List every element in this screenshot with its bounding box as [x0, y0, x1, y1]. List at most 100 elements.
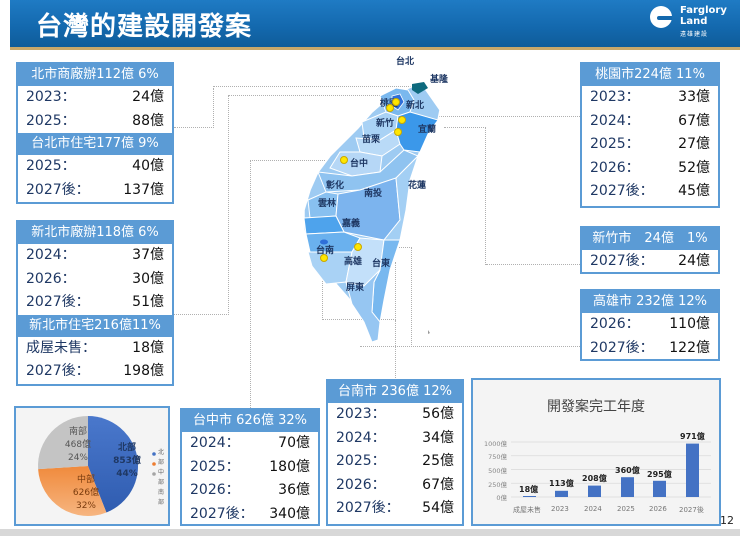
- connector-line: [400, 116, 580, 118]
- amount-value: 110億: [669, 316, 710, 332]
- connector-line: [322, 262, 396, 320]
- map-label-taitung: 台東: [372, 259, 391, 269]
- map-label-yilan: 宜蘭: [418, 125, 437, 135]
- location-dot-hsinchu: [394, 128, 402, 136]
- kaohsiung-box: 高雄市 232億 12% 2026： 110億 2027後： 122億: [580, 289, 720, 361]
- logo-text-2: Land: [680, 16, 708, 27]
- list-item: 2027後： 45億: [582, 180, 718, 204]
- amount-value: 27億: [678, 136, 710, 152]
- connector-line: [411, 346, 580, 348]
- box-title: 新竹市 24億 1%: [582, 228, 718, 250]
- year-label: 2026：: [336, 476, 386, 493]
- year-label: 2025：: [26, 158, 76, 174]
- bar-chart-graphic: [511, 441, 711, 498]
- pie-label-north: 北部 853億 44%: [113, 443, 141, 479]
- year-label: 2027後：: [26, 363, 90, 379]
- map-label-taichung: 台中: [350, 159, 369, 169]
- amount-value: 40億: [132, 158, 164, 174]
- box-title: 新北市廠辦118億 6%: [18, 222, 172, 244]
- brand-logo: Farglory Land 遠雄建設: [650, 4, 740, 46]
- map-label-newtaipei: 新北: [406, 101, 425, 111]
- map-label-pingtung: 屏東: [346, 283, 365, 293]
- x-axis-labels: 成屋未售 2023 2024 2025 2026 2027後: [513, 505, 704, 514]
- map-label-nantou: 南投: [364, 189, 383, 199]
- year-label: 2025：: [26, 112, 76, 129]
- amount-value: 67億: [422, 476, 454, 493]
- tainan-box: 台南市 236億 12% 2023： 56億 2024： 34億 2025： 25億 …: [326, 379, 464, 526]
- amount-value: 34億: [422, 429, 454, 446]
- taiwan-map-icon: [303, 82, 441, 343]
- amount-value: 88億: [132, 112, 164, 129]
- map-label-chiayi: 嘉義: [342, 219, 361, 229]
- year-label: 2024：: [26, 247, 76, 263]
- taichung-box: 台中市 626億 32% 2024： 70億 2025： 180億 2026： 36億…: [180, 408, 320, 526]
- map-label-tainan: 台南: [316, 246, 335, 256]
- connector-line: [444, 127, 486, 265]
- farglory-logo-icon: [650, 6, 672, 28]
- connector-line: [213, 86, 413, 88]
- list-item: 2023： 33億: [582, 86, 718, 110]
- amount-value: 70億: [278, 435, 310, 451]
- amount-value: 25億: [422, 453, 454, 469]
- amount-value: 18億: [132, 339, 164, 356]
- box-title: 高雄市 232億 12%: [582, 291, 718, 313]
- year-label: 2027後：: [590, 253, 654, 269]
- year-label: 2027後：: [590, 339, 654, 356]
- amount-value: 340億: [269, 505, 310, 522]
- year-label: 2027後：: [26, 294, 90, 310]
- year-label: 2025：: [190, 458, 240, 475]
- box-title: 桃園市224億 11%: [582, 64, 718, 86]
- year-label: 2027後：: [590, 183, 654, 199]
- amount-value: 56億: [422, 406, 454, 422]
- bottom-bar: [0, 529, 740, 536]
- connector-line: [486, 264, 580, 266]
- list-item: 2025： 25億: [328, 450, 462, 474]
- year-label: 2023：: [590, 89, 640, 105]
- location-dot-taipei: [392, 98, 400, 106]
- year-label: 2027後：: [336, 500, 400, 516]
- map-label-miaoli: 苗栗: [362, 135, 381, 145]
- location-dot-tainan: [320, 254, 328, 262]
- pie-label-central: 中部 626億 32%: [72, 475, 100, 511]
- chart-title: 開發案完工年度: [547, 399, 645, 415]
- list-item: 2025： 180億: [182, 456, 318, 480]
- list-item: 2024： 37億: [18, 244, 172, 268]
- list-item: 2026： 110億: [582, 313, 718, 337]
- list-item: 2025： 40億: [18, 155, 172, 179]
- map-label-changhua: 彰化: [326, 181, 345, 191]
- connector-line: [174, 88, 214, 128]
- amount-value: 45億: [678, 183, 710, 199]
- logo-text-3: 遠雄建設: [680, 31, 709, 38]
- y-axis-ticks: 1000億 750億 500億 250億 0億: [483, 440, 507, 502]
- year-label: 2026：: [26, 270, 76, 287]
- taiwan-map: 台北 基隆 桃園 新北 新竹 宜蘭 苗栗 台中 彰化 南投 花蓮 雲林 嘉義 台…: [300, 57, 450, 360]
- box-title: 台北市住宅177億 9%: [18, 133, 172, 155]
- pie-chart-graphic: [38, 416, 156, 517]
- year-label: 2025：: [336, 453, 386, 469]
- list-item: 2027後： 24億: [582, 250, 718, 274]
- location-dot-newtaipei: [386, 104, 394, 112]
- amount-value: 24億: [132, 89, 164, 105]
- map-label-yunlin: 雲林: [318, 199, 337, 209]
- amount-value: 122億: [669, 339, 710, 356]
- header-bar: 台灣的建設開發案 Farglory Land 遠雄建設: [10, 0, 740, 50]
- list-item: 2025： 88億: [18, 110, 172, 134]
- box-title: 台中市 626億 32%: [182, 410, 318, 432]
- list-item: 2027後： 340億: [182, 503, 318, 527]
- list-item: 2027後： 198億: [18, 360, 172, 384]
- year-label: 2025：: [590, 136, 640, 152]
- year-label: 2024：: [336, 429, 386, 446]
- year-label: 2027後：: [190, 505, 254, 522]
- map-label-kaohsiung: 高雄: [344, 257, 363, 267]
- bar-data-labels: 18億 113億 208億 360億 295億 971億: [519, 432, 705, 494]
- year-label: 2023：: [336, 406, 386, 422]
- amount-value: 198億: [123, 363, 164, 379]
- list-item: 2026： 30億: [18, 268, 172, 292]
- pie-label-south: 南部 468億 24%: [64, 427, 92, 463]
- amount-value: 180億: [269, 458, 310, 475]
- list-item: 2026： 36億: [182, 479, 318, 503]
- box-title: 北市商廠辦112億 6%: [18, 64, 172, 86]
- amount-value: 37億: [132, 247, 164, 263]
- map-label-taipei: 台北: [396, 57, 415, 67]
- map-label-hualien: 花蓮: [408, 181, 427, 191]
